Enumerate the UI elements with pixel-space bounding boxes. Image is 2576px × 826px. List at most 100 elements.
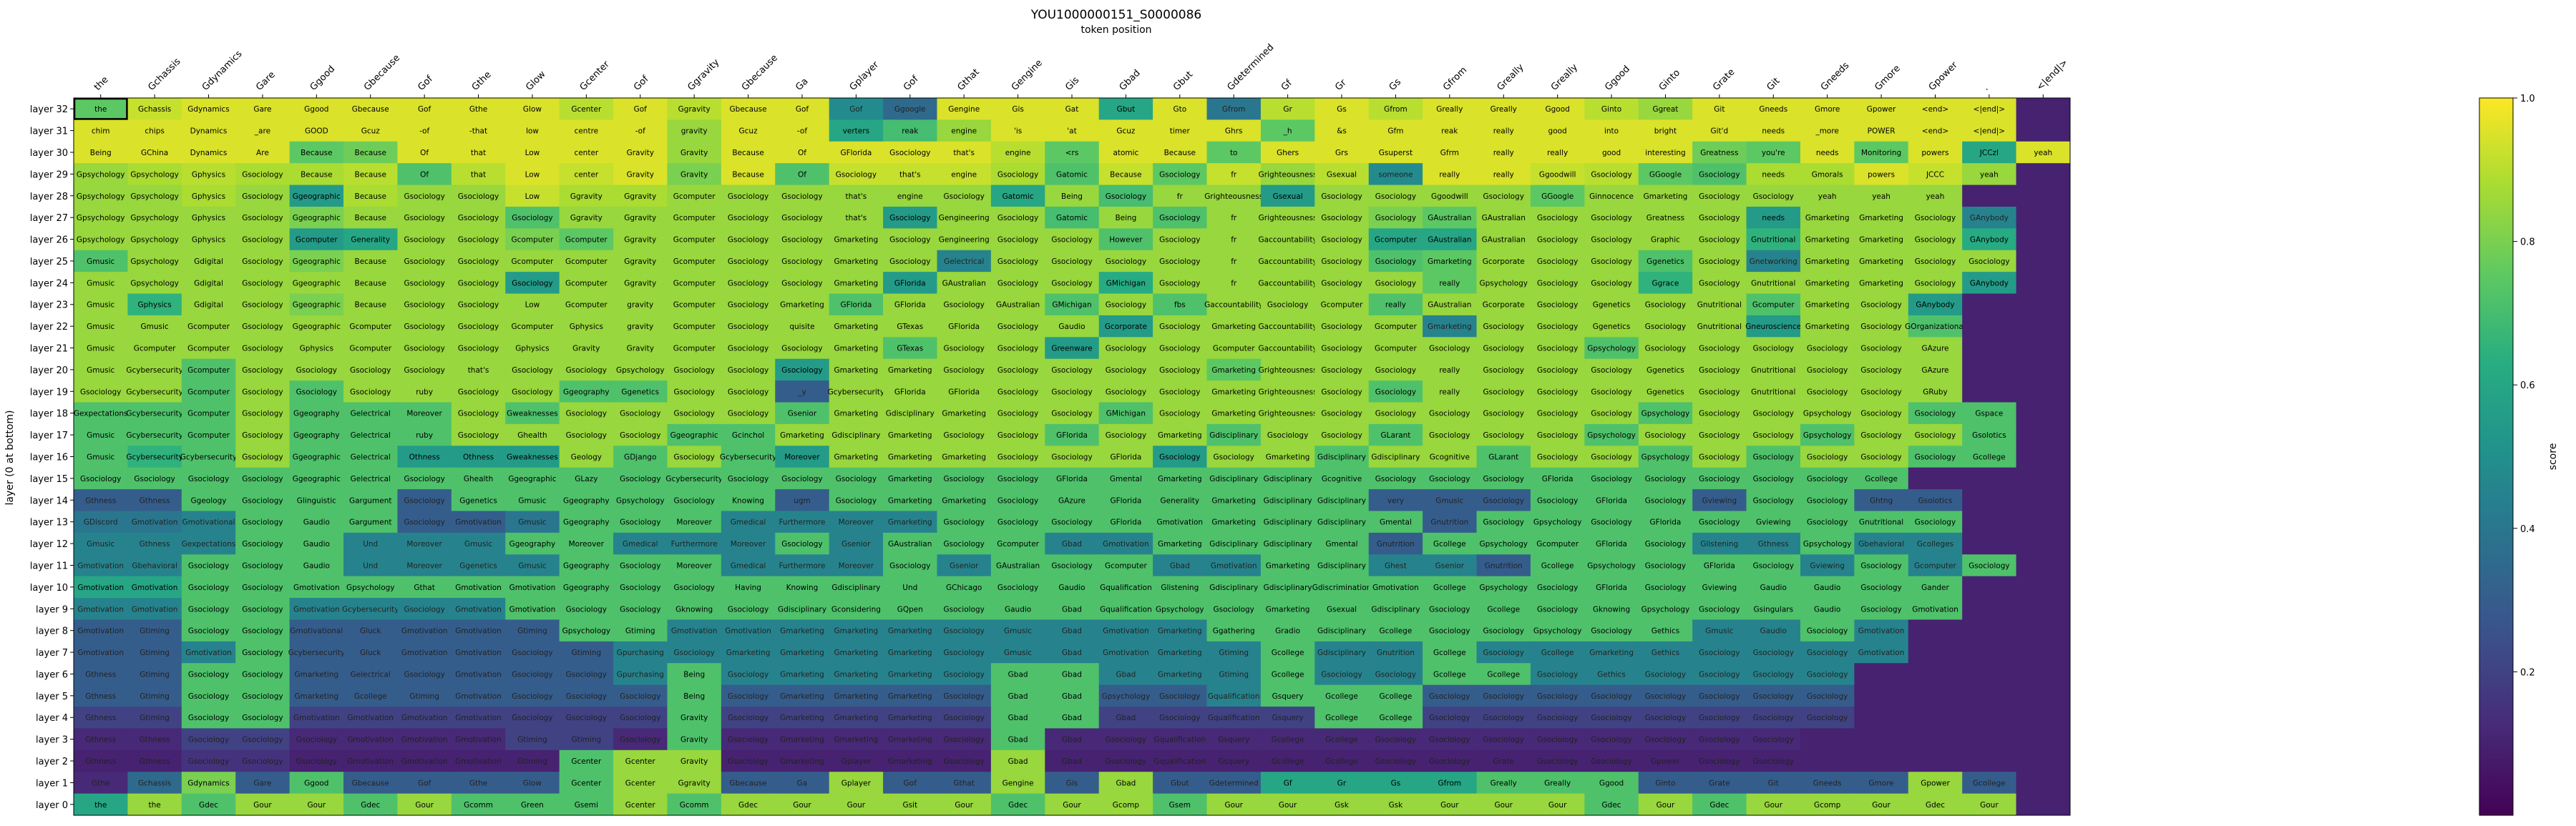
cell-label: Gthness (140, 736, 170, 744)
cell-label: Gsociology (1753, 475, 1794, 483)
heatmap-cell (1314, 467, 1370, 490)
heatmap-cell (1908, 315, 1963, 338)
cell-label: Gsociology (458, 345, 499, 353)
cell-label: Gpsychology (1479, 540, 1528, 549)
cell-label: Gsociology (242, 561, 283, 570)
heatmap-cell (613, 489, 668, 511)
heatmap-cell (559, 402, 614, 425)
heatmap-cell (559, 467, 614, 490)
cell-label: really (1439, 170, 1460, 179)
x-tick-label: Gof (632, 74, 651, 93)
cell-label: GLarant (1380, 431, 1410, 440)
cell-label: Gmarketing (1266, 561, 1310, 570)
cell-label: Gaudio (1760, 584, 1787, 592)
heatmap-cell (1314, 206, 1370, 229)
cell-label: Furthermore (671, 540, 718, 549)
cell-label: Gnutrition (1485, 561, 1523, 570)
heatmap-cell (990, 119, 1045, 142)
heatmap-cell (127, 98, 182, 120)
heatmap-cell (937, 358, 992, 381)
cell-label: Gsociology (404, 323, 444, 331)
heatmap-cell (2016, 772, 2071, 795)
x-tick-label: Greally (1549, 62, 1580, 92)
cell-label: ugm (794, 496, 811, 505)
heatmap-cell (2016, 641, 2071, 664)
cell-label: Gmotivation (401, 714, 448, 722)
heatmap-cell (1476, 423, 1531, 446)
cell-label: Gsociology (512, 279, 552, 287)
cell-label: Gradio (1275, 627, 1300, 636)
heatmap-cell (2016, 489, 2071, 511)
cell-label: Gtiming (517, 757, 547, 766)
cell-label: Gmore (1868, 779, 1893, 787)
cell-label: Gis (1012, 105, 1024, 114)
cell-label: that's (846, 214, 867, 222)
y-tick-label: layer 1 (36, 778, 68, 789)
heatmap-cell (1153, 423, 1208, 446)
cell-label: Ggenetics (1593, 323, 1631, 331)
heatmap-cell (289, 250, 344, 272)
cell-label: Green (521, 801, 544, 810)
cell-label: Gcollege (1325, 692, 1358, 701)
cell-label: Gsociology (1645, 736, 1686, 744)
heatmap-cell (1692, 250, 1747, 272)
cell-label: Gcomputer (565, 279, 608, 287)
heatmap-cell (74, 250, 128, 272)
cell-label: Gsociology (1753, 431, 1794, 440)
heatmap-cell (397, 358, 452, 381)
heatmap-cell (1206, 337, 1262, 360)
cell-label: Gcybersecurity (720, 453, 777, 462)
cell-label: Gsociology (1375, 736, 1416, 744)
heatmap-cell (1206, 185, 1262, 207)
heatmap-cell (1800, 315, 1855, 338)
cell-label: Gsociology (404, 214, 444, 222)
heatmap-cell (1045, 163, 1100, 186)
cell-label: Gdisciplinary (1209, 584, 1258, 592)
cell-label: Gsociology (1321, 236, 1362, 245)
cell-label: Gmental (1380, 518, 1412, 527)
cell-label: Gsociology (404, 279, 444, 287)
heatmap-cell (1692, 228, 1747, 251)
heatmap-cell (1638, 228, 1693, 251)
cell-label: Gbecause (730, 779, 767, 787)
cell-label: Gpsychology (1803, 540, 1852, 549)
heatmap-cell (451, 272, 506, 295)
cell-label: Gsociology (944, 670, 985, 679)
cell-label: Gmotivation (1157, 518, 1204, 527)
heatmap-cell (667, 185, 722, 207)
x-tick-label: Ggood (1603, 64, 1632, 93)
heatmap-cell (1800, 141, 1855, 164)
cell-label: Gmotivation (185, 649, 232, 657)
cell-label: Gmarketing (834, 366, 879, 375)
heatmap-cell (74, 467, 128, 490)
cell-label: Gsociology (620, 518, 660, 527)
cell-label: Gsociology (1483, 627, 1524, 636)
cell-label: GFlorida (894, 279, 926, 287)
heatmap-cell (181, 141, 236, 164)
cell-label: Gsociology (728, 692, 769, 701)
heatmap-cell (2016, 228, 2071, 251)
cell-label: Gof (634, 105, 648, 114)
heatmap-cell (559, 380, 614, 403)
cell-label: Geology (571, 453, 602, 462)
cell-label: Gsociology (1860, 388, 1901, 396)
heatmap-cell (721, 250, 776, 272)
heatmap-cell (775, 315, 830, 338)
cell-label: Gmarketing (780, 627, 824, 636)
cell-label: Gsociology (458, 388, 499, 396)
heatmap-cell (397, 119, 452, 142)
cell-label: Gmarketing (834, 257, 879, 266)
cell-label: &s (1337, 127, 1347, 136)
heatmap-cell (343, 467, 398, 490)
heatmap-cell (2016, 119, 2071, 142)
heatmap-cell (127, 358, 182, 381)
heatmap-cell (1153, 163, 1208, 186)
cell-label: GFlorida (1650, 518, 1682, 527)
heatmap-cell (2016, 619, 2071, 642)
cell-label: Gof (418, 779, 431, 787)
cell-label: Gmarketing (834, 692, 879, 701)
cell-label: Gsociology (1753, 649, 1794, 657)
cell-label: Gcollege (1433, 540, 1466, 549)
cell-label: Gcomputer (673, 192, 716, 201)
heatmap-cell (451, 337, 506, 360)
